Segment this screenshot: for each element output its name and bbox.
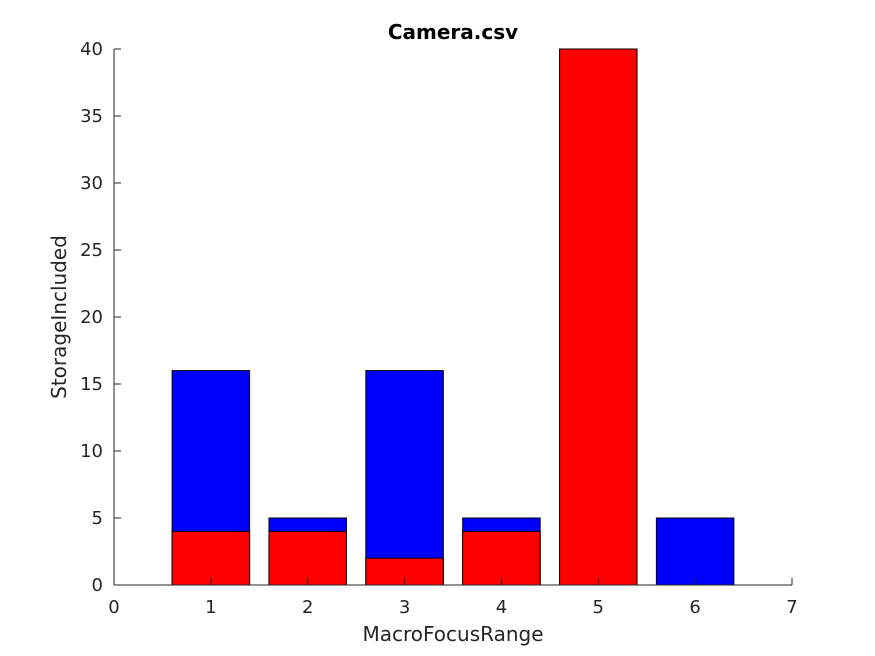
x-tick-label: 7	[786, 597, 797, 618]
x-axis-label: MacroFocusRange	[362, 622, 543, 646]
bar-series2-x2	[268, 530, 347, 586]
x-tick-label: 5	[593, 597, 604, 618]
y-tick-label: 5	[92, 508, 103, 529]
bar-series1-x6	[655, 517, 735, 586]
bar-series2-x4	[462, 530, 541, 586]
ticks-layer: 0 1 2 3 4 5 6 7 0 5 10 15 20 25 30 35 40	[80, 39, 798, 618]
y-tick-label: 10	[80, 441, 103, 462]
bar-series1-x3	[365, 370, 444, 586]
x-tick-label: 4	[496, 597, 507, 618]
y-tick-label: 35	[80, 106, 103, 127]
x-tick-label: 0	[108, 597, 119, 618]
y-tick-label: 20	[80, 307, 103, 328]
x-tick-label: 3	[399, 597, 410, 618]
chart-title: Camera.csv	[388, 20, 518, 44]
x-tick-label: 1	[205, 597, 216, 618]
y-tick-label: 25	[80, 240, 103, 261]
y-tick-label: 15	[80, 374, 103, 395]
y-axis-label: StorageIncluded	[47, 235, 71, 399]
y-tick-label: 30	[80, 173, 103, 194]
y-tick-label: 0	[92, 575, 103, 596]
x-tick-label: 6	[689, 597, 700, 618]
bar-series2-x1	[171, 530, 251, 586]
x-tick-label: 2	[302, 597, 313, 618]
y-tick-label: 40	[80, 39, 103, 60]
bars-layer	[171, 48, 735, 586]
bar-series2-x5	[559, 48, 638, 586]
